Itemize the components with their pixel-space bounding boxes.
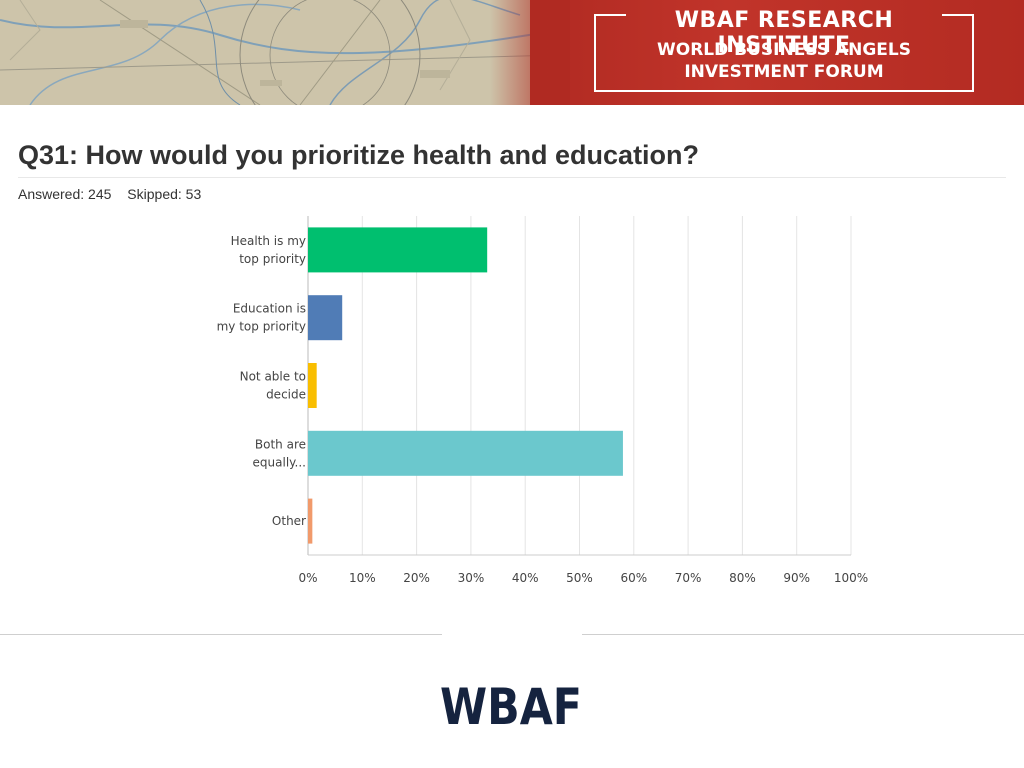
x-tick-label: 60% <box>620 571 647 585</box>
category-label: Education is <box>233 302 306 316</box>
forum-name-line2: INVESTMENT FORUM <box>684 62 884 82</box>
category-label: Health is my <box>231 234 306 248</box>
x-tick-label: 70% <box>675 571 702 585</box>
x-tick-label: 20% <box>403 571 430 585</box>
category-label: Other <box>272 514 306 528</box>
x-tick-label: 80% <box>729 571 756 585</box>
x-tick-label: 40% <box>512 571 539 585</box>
map-background <box>0 0 560 105</box>
institute-panel: WBAF RESEARCH INSTITUTE WORLD BUSINESS A… <box>490 0 1024 105</box>
category-label: top priority <box>239 252 306 266</box>
x-tick-label: 0% <box>298 571 317 585</box>
bar-chart: 0% 10% 20% 30% 40% 50% 60% 70% 80% 90% 100% Health … <box>217 216 868 585</box>
category-label: Not able to <box>240 370 306 384</box>
institute-frame <box>594 14 974 92</box>
bar <box>308 363 317 408</box>
bar <box>308 227 488 273</box>
title-divider <box>18 177 1006 178</box>
x-tick-label: 30% <box>458 571 485 585</box>
x-tick-label: 100% <box>834 571 868 585</box>
category-label: my top priority <box>217 320 306 334</box>
x-tick-label: 10% <box>349 571 376 585</box>
category-label: equally... <box>253 455 306 469</box>
bar <box>308 295 343 341</box>
category-label: decide <box>266 388 306 402</box>
wbaf-logo-text: WBAF <box>440 678 582 730</box>
x-tick-label: 90% <box>783 571 810 585</box>
bar <box>308 430 623 476</box>
institute-title: WBAF RESEARCH INSTITUTE <box>674 8 894 58</box>
x-tick-label: 50% <box>566 571 593 585</box>
footer-divider-left <box>0 634 442 635</box>
answered-count: Answered: 245 <box>18 186 112 202</box>
bar <box>308 498 313 544</box>
wbaf-logo: WBAF <box>440 678 582 730</box>
question-title: Q31: How would you prioritize health and… <box>18 140 700 170</box>
forum-name-line1: WORLD BUSINESS ANGELS <box>657 40 911 60</box>
response-stats: Answered: 245 Skipped: 53 <box>18 186 213 202</box>
category-label: Both are <box>255 437 306 451</box>
header-banner: WBAF RESEARCH INSTITUTE WORLD BUSINESS A… <box>0 0 1024 105</box>
skipped-count: Skipped: 53 <box>127 186 202 202</box>
footer-divider-right <box>582 634 1024 635</box>
